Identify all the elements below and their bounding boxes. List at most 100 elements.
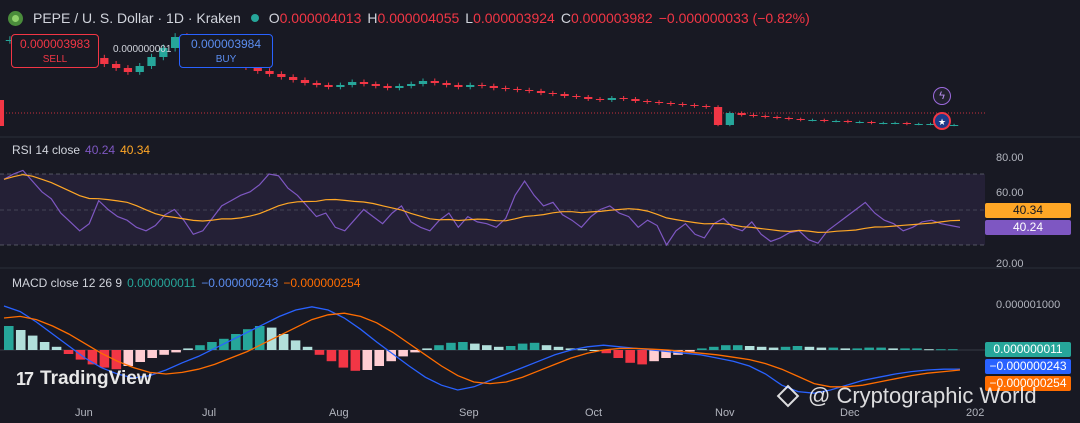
rsi-band-fill bbox=[0, 174, 985, 245]
time-axis[interactable]: Jun Jul Aug Sep Oct Nov Dec 202 bbox=[75, 407, 984, 419]
rsi-legend[interactable]: RSI 14 close 40.24 40.34 bbox=[12, 143, 150, 157]
candle-body bbox=[100, 58, 109, 64]
candle-body bbox=[548, 93, 557, 94]
binance-diamond-icon bbox=[776, 384, 800, 408]
candle-body bbox=[595, 99, 605, 100]
macd-histogram-bar bbox=[601, 350, 612, 354]
macd-histogram-group bbox=[4, 326, 958, 371]
macd-histogram-bar bbox=[51, 346, 62, 350]
time-axis-label: Aug bbox=[329, 407, 349, 419]
macd-histogram-bar bbox=[422, 348, 432, 350]
macd-scale-label: 0.000001000 bbox=[996, 299, 1060, 311]
macd-histogram-bar bbox=[4, 326, 14, 350]
candle-body bbox=[513, 89, 522, 90]
rsi-ma-line bbox=[3, 173, 961, 234]
macd-histogram-bar bbox=[697, 348, 707, 350]
macd-line bbox=[3, 305, 960, 394]
candle-body bbox=[111, 64, 121, 68]
candle-body bbox=[678, 104, 687, 105]
macd-histogram-bar bbox=[302, 346, 313, 350]
macd-histogram-bar bbox=[589, 350, 600, 351]
candle-body bbox=[477, 85, 487, 86]
macd-line-tag: −0.000000243 bbox=[985, 359, 1071, 374]
macd-legend[interactable]: MACD close 12 26 9 0.000000011 −0.000000… bbox=[12, 276, 360, 290]
macd-histogram-bar bbox=[15, 330, 26, 350]
candle-body bbox=[289, 77, 298, 80]
macd-histogram-bar bbox=[828, 347, 839, 350]
macd-histogram-bar bbox=[565, 348, 576, 350]
candle-body bbox=[336, 85, 345, 87]
macd-histogram-bar bbox=[147, 350, 157, 358]
macd-histogram-bar bbox=[541, 345, 552, 350]
macd-histogram-bar bbox=[398, 350, 408, 357]
lightning-icon[interactable]: ϟ bbox=[933, 87, 951, 105]
sell-button[interactable]: 0.000003983 SELL bbox=[11, 34, 99, 68]
candle-body bbox=[902, 123, 912, 124]
candle-body bbox=[843, 121, 853, 122]
macd-histogram-bar bbox=[804, 346, 815, 350]
macd-histogram-bar bbox=[314, 350, 325, 355]
macd-histogram-bar bbox=[637, 350, 647, 365]
tradingview-logo[interactable]: 17 TradingView bbox=[16, 368, 152, 390]
ohlc-change: −0.000000033 (−0.82%) bbox=[658, 10, 810, 26]
macd-signal-tag: −0.000000254 bbox=[985, 376, 1071, 391]
macd-histogram-bar bbox=[553, 346, 564, 350]
macd-histogram-bar bbox=[326, 350, 337, 362]
macd-histogram-bar bbox=[27, 335, 38, 350]
macd-histogram-bar bbox=[243, 329, 253, 350]
rsi-ma-value: 40.34 bbox=[120, 143, 151, 157]
candle-body bbox=[348, 82, 357, 85]
market-status-icon bbox=[250, 14, 259, 22]
macd-histogram-bar bbox=[482, 345, 492, 350]
macd-histogram-bar bbox=[792, 346, 803, 350]
macd-histogram-bar bbox=[756, 346, 767, 350]
macd-histogram-bar bbox=[195, 345, 205, 350]
candle-body bbox=[300, 80, 310, 83]
candle-body bbox=[737, 113, 746, 115]
us-flag-icon[interactable]: ★ bbox=[933, 112, 951, 130]
candle-body bbox=[265, 71, 274, 74]
candle-body bbox=[761, 116, 770, 117]
buy-label: BUY bbox=[215, 54, 237, 65]
macd-histogram-bar bbox=[888, 348, 898, 350]
candle-body bbox=[702, 106, 711, 107]
candle-body bbox=[171, 37, 180, 48]
candle-body bbox=[383, 86, 392, 88]
macd-histogram-bar bbox=[183, 348, 193, 350]
rsi-value: 40.24 bbox=[85, 143, 116, 157]
macd-signal-line bbox=[3, 312, 961, 388]
macd-histogram-bar bbox=[517, 343, 528, 350]
macd-histogram-bar bbox=[744, 346, 755, 350]
macd-histogram-bar bbox=[254, 326, 265, 350]
macd-histogram-bar bbox=[207, 342, 217, 350]
ohlc-low: L0.000003924 bbox=[465, 10, 555, 26]
macd-histogram-value: 0.000000011 bbox=[127, 276, 197, 290]
candle-body bbox=[442, 83, 451, 85]
macd-histogram-bar bbox=[768, 347, 779, 350]
spread-value: 0.000000001 bbox=[113, 44, 172, 55]
candle-body bbox=[525, 90, 534, 91]
candle-body bbox=[643, 101, 652, 102]
macd-histogram-bar bbox=[649, 350, 659, 362]
candle-body bbox=[867, 122, 876, 123]
candle-body bbox=[831, 121, 841, 122]
candle-body bbox=[631, 99, 640, 101]
candle-body bbox=[949, 125, 959, 126]
macd-histogram-bar bbox=[39, 342, 50, 350]
macd-histogram-bar bbox=[290, 340, 301, 350]
time-axis-label: 202 bbox=[966, 407, 984, 419]
macd-histogram-bar bbox=[231, 334, 241, 350]
macd-histogram-bar bbox=[936, 349, 946, 351]
macd-histogram-bar bbox=[99, 350, 110, 368]
candle-body bbox=[454, 85, 463, 87]
symbol-title[interactable]: PEPE / U. S. Dollar · 1D · Kraken bbox=[33, 10, 241, 26]
symbol-header[interactable]: PEPE / U. S. Dollar · 1D · Kraken O0.000… bbox=[8, 8, 810, 28]
time-axis-label: Nov bbox=[715, 407, 735, 419]
candle-body bbox=[654, 102, 664, 103]
pepe-logo-icon bbox=[8, 10, 23, 26]
candle-body bbox=[123, 68, 133, 72]
candle-body bbox=[466, 85, 475, 87]
candle-body bbox=[619, 98, 628, 99]
buy-button[interactable]: 0.000003984 BUY bbox=[179, 34, 273, 68]
